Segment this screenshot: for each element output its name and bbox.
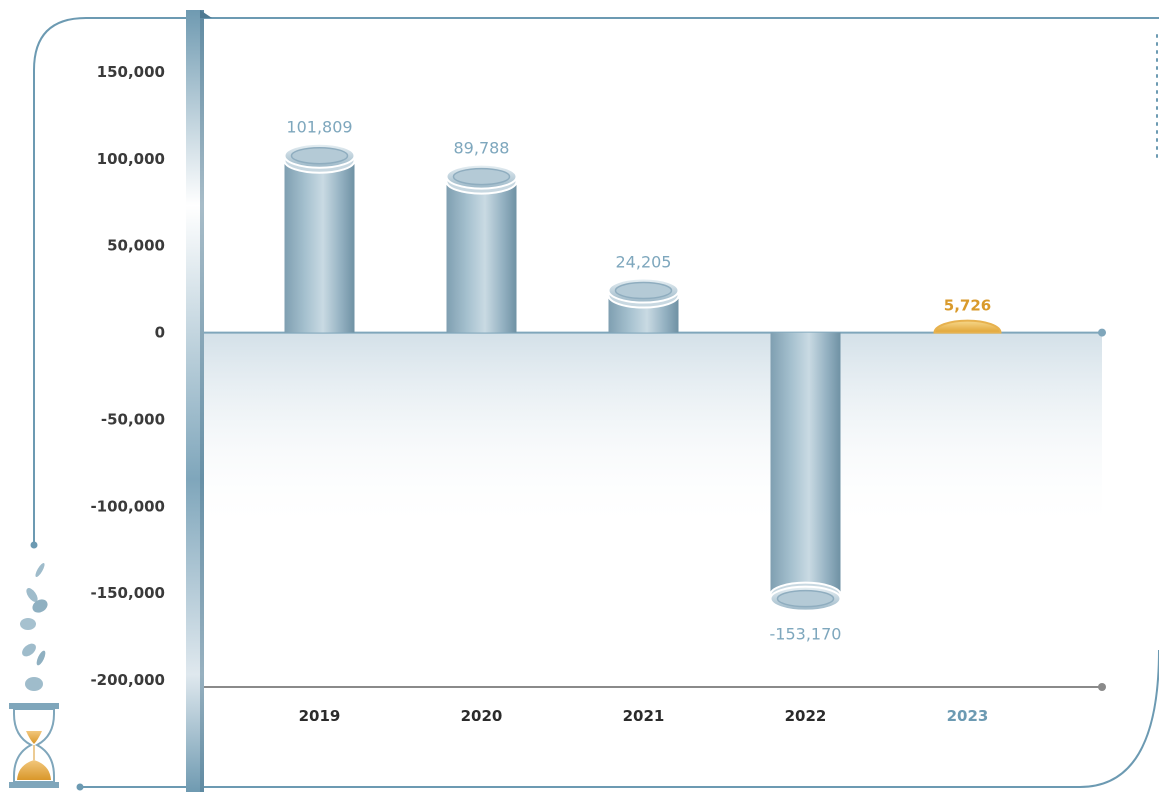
bar-body [285, 156, 355, 333]
x-tick-label: 2023 [947, 707, 989, 725]
y-tick-label: 150,000 [97, 63, 165, 81]
data-label: 5,726 [944, 297, 991, 315]
x-axis-ticks: 2019 2020 2021 2022 2023 [299, 707, 989, 725]
y-tick-label: -50,000 [101, 410, 165, 428]
y-tick-label: 100,000 [97, 150, 165, 168]
negative-zone-fill [204, 332, 1102, 532]
data-label: 24,205 [616, 253, 672, 272]
hourglass-icon [9, 703, 59, 788]
y-tick-label: 50,000 [107, 237, 165, 255]
zero-line-end-dot [1098, 329, 1106, 337]
bar-cap [935, 321, 1001, 333]
bar-cap-inner [454, 169, 510, 185]
y-tick-label: -100,000 [90, 497, 165, 515]
y-tick-label: -150,000 [90, 584, 165, 602]
bar-2023: 5,726 [935, 297, 1001, 333]
y-tick-label: 0 [155, 324, 165, 342]
bar-cap-inner [616, 283, 672, 299]
bar-cap-inner [292, 148, 348, 164]
x-tick-label: 2022 [785, 707, 827, 725]
bar-2020: 89,788 [447, 139, 517, 333]
bar-2022: -153,170 [770, 333, 842, 644]
bar-body [771, 333, 841, 599]
bar-body [447, 177, 517, 333]
y-tick-label: -200,000 [90, 671, 165, 689]
x-tick-label: 2019 [299, 707, 341, 725]
y-axis-ticks: 150,000 100,000 50,000 0 -50,000 -100,000 -150… [90, 63, 165, 689]
x-tick-label: 2020 [461, 707, 503, 725]
data-label: 89,788 [454, 139, 510, 158]
x-tick-label: 2021 [623, 707, 665, 725]
falling-coins-icon [20, 562, 50, 691]
bar-cap-inner [778, 591, 834, 607]
data-label: -153,170 [770, 625, 842, 644]
bar-2021: 24,205 [609, 253, 679, 333]
data-label: 101,809 [286, 118, 352, 137]
bar-2019: 101,809 [285, 118, 355, 333]
baseline-end-dot [1098, 683, 1106, 691]
